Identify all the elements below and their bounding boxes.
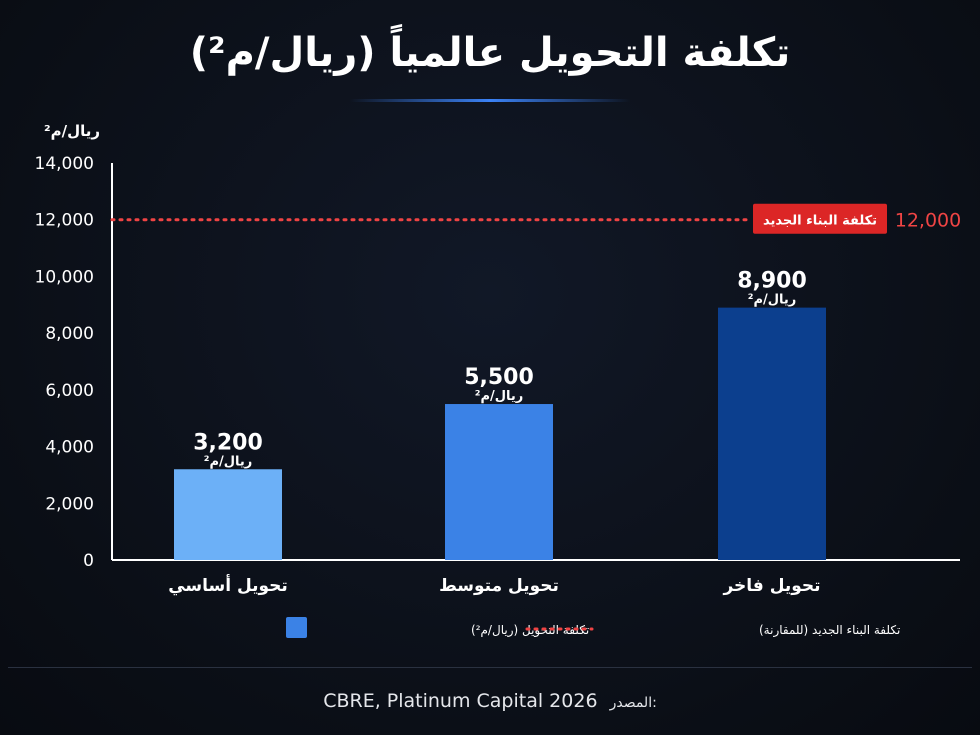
y-axis-label: ريال/م² <box>44 122 100 140</box>
bar-chart: 0 2,000 4,000 6,000 8,000 10,000 12,000 14,000 ر… <box>35 122 962 638</box>
chart-title: تكلفة التحويل عالمياً (ريال/م²) <box>189 30 791 76</box>
legend-swatch <box>286 617 307 638</box>
y-tick-label: 0 <box>83 551 94 571</box>
x-tick-label: تحويل أساسي <box>168 574 288 596</box>
y-tick-label: 14,000 <box>35 154 94 174</box>
bar <box>174 469 282 560</box>
y-tick-label: 8,000 <box>45 324 94 344</box>
x-tick-label: تحويل فاخر <box>722 576 820 596</box>
source-label: المصدر: <box>609 695 657 711</box>
reference-value-label: 12,000 <box>895 210 961 232</box>
bar <box>445 404 553 560</box>
y-tick-label: 10,000 <box>35 267 94 287</box>
y-tick-label: 2,000 <box>45 494 94 514</box>
bar-unit-label: ريال/م² <box>748 293 797 308</box>
bar-value-label: 3,200 <box>193 430 263 455</box>
y-tick-label: 12,000 <box>35 211 94 231</box>
reference-badge <box>753 203 887 234</box>
reference-label: تكلفة البناء الجديد <box>763 214 877 229</box>
footer-divider <box>8 667 972 668</box>
bar-value-label: 8,900 <box>737 269 807 294</box>
bar <box>718 307 826 560</box>
legend-label: تكلفة البناء الجديد (للمقارنة) <box>759 623 900 638</box>
bar-unit-label: ريال/م² <box>204 454 253 469</box>
legend-label: تكلفة التحويل (ريال/م²) <box>471 623 589 638</box>
x-tick-label: تحويل متوسط <box>439 576 559 596</box>
y-tick-label: 4,000 <box>45 438 94 458</box>
title-underline <box>350 99 630 102</box>
source-line: CBRE, Platinum Capital 2026 المصدر: <box>0 690 980 712</box>
bar-unit-label: ريال/م² <box>475 389 524 404</box>
y-tick-label: 6,000 <box>45 381 94 401</box>
source-text: CBRE, Platinum Capital 2026 <box>323 690 598 712</box>
bar-value-label: 5,500 <box>464 365 534 390</box>
